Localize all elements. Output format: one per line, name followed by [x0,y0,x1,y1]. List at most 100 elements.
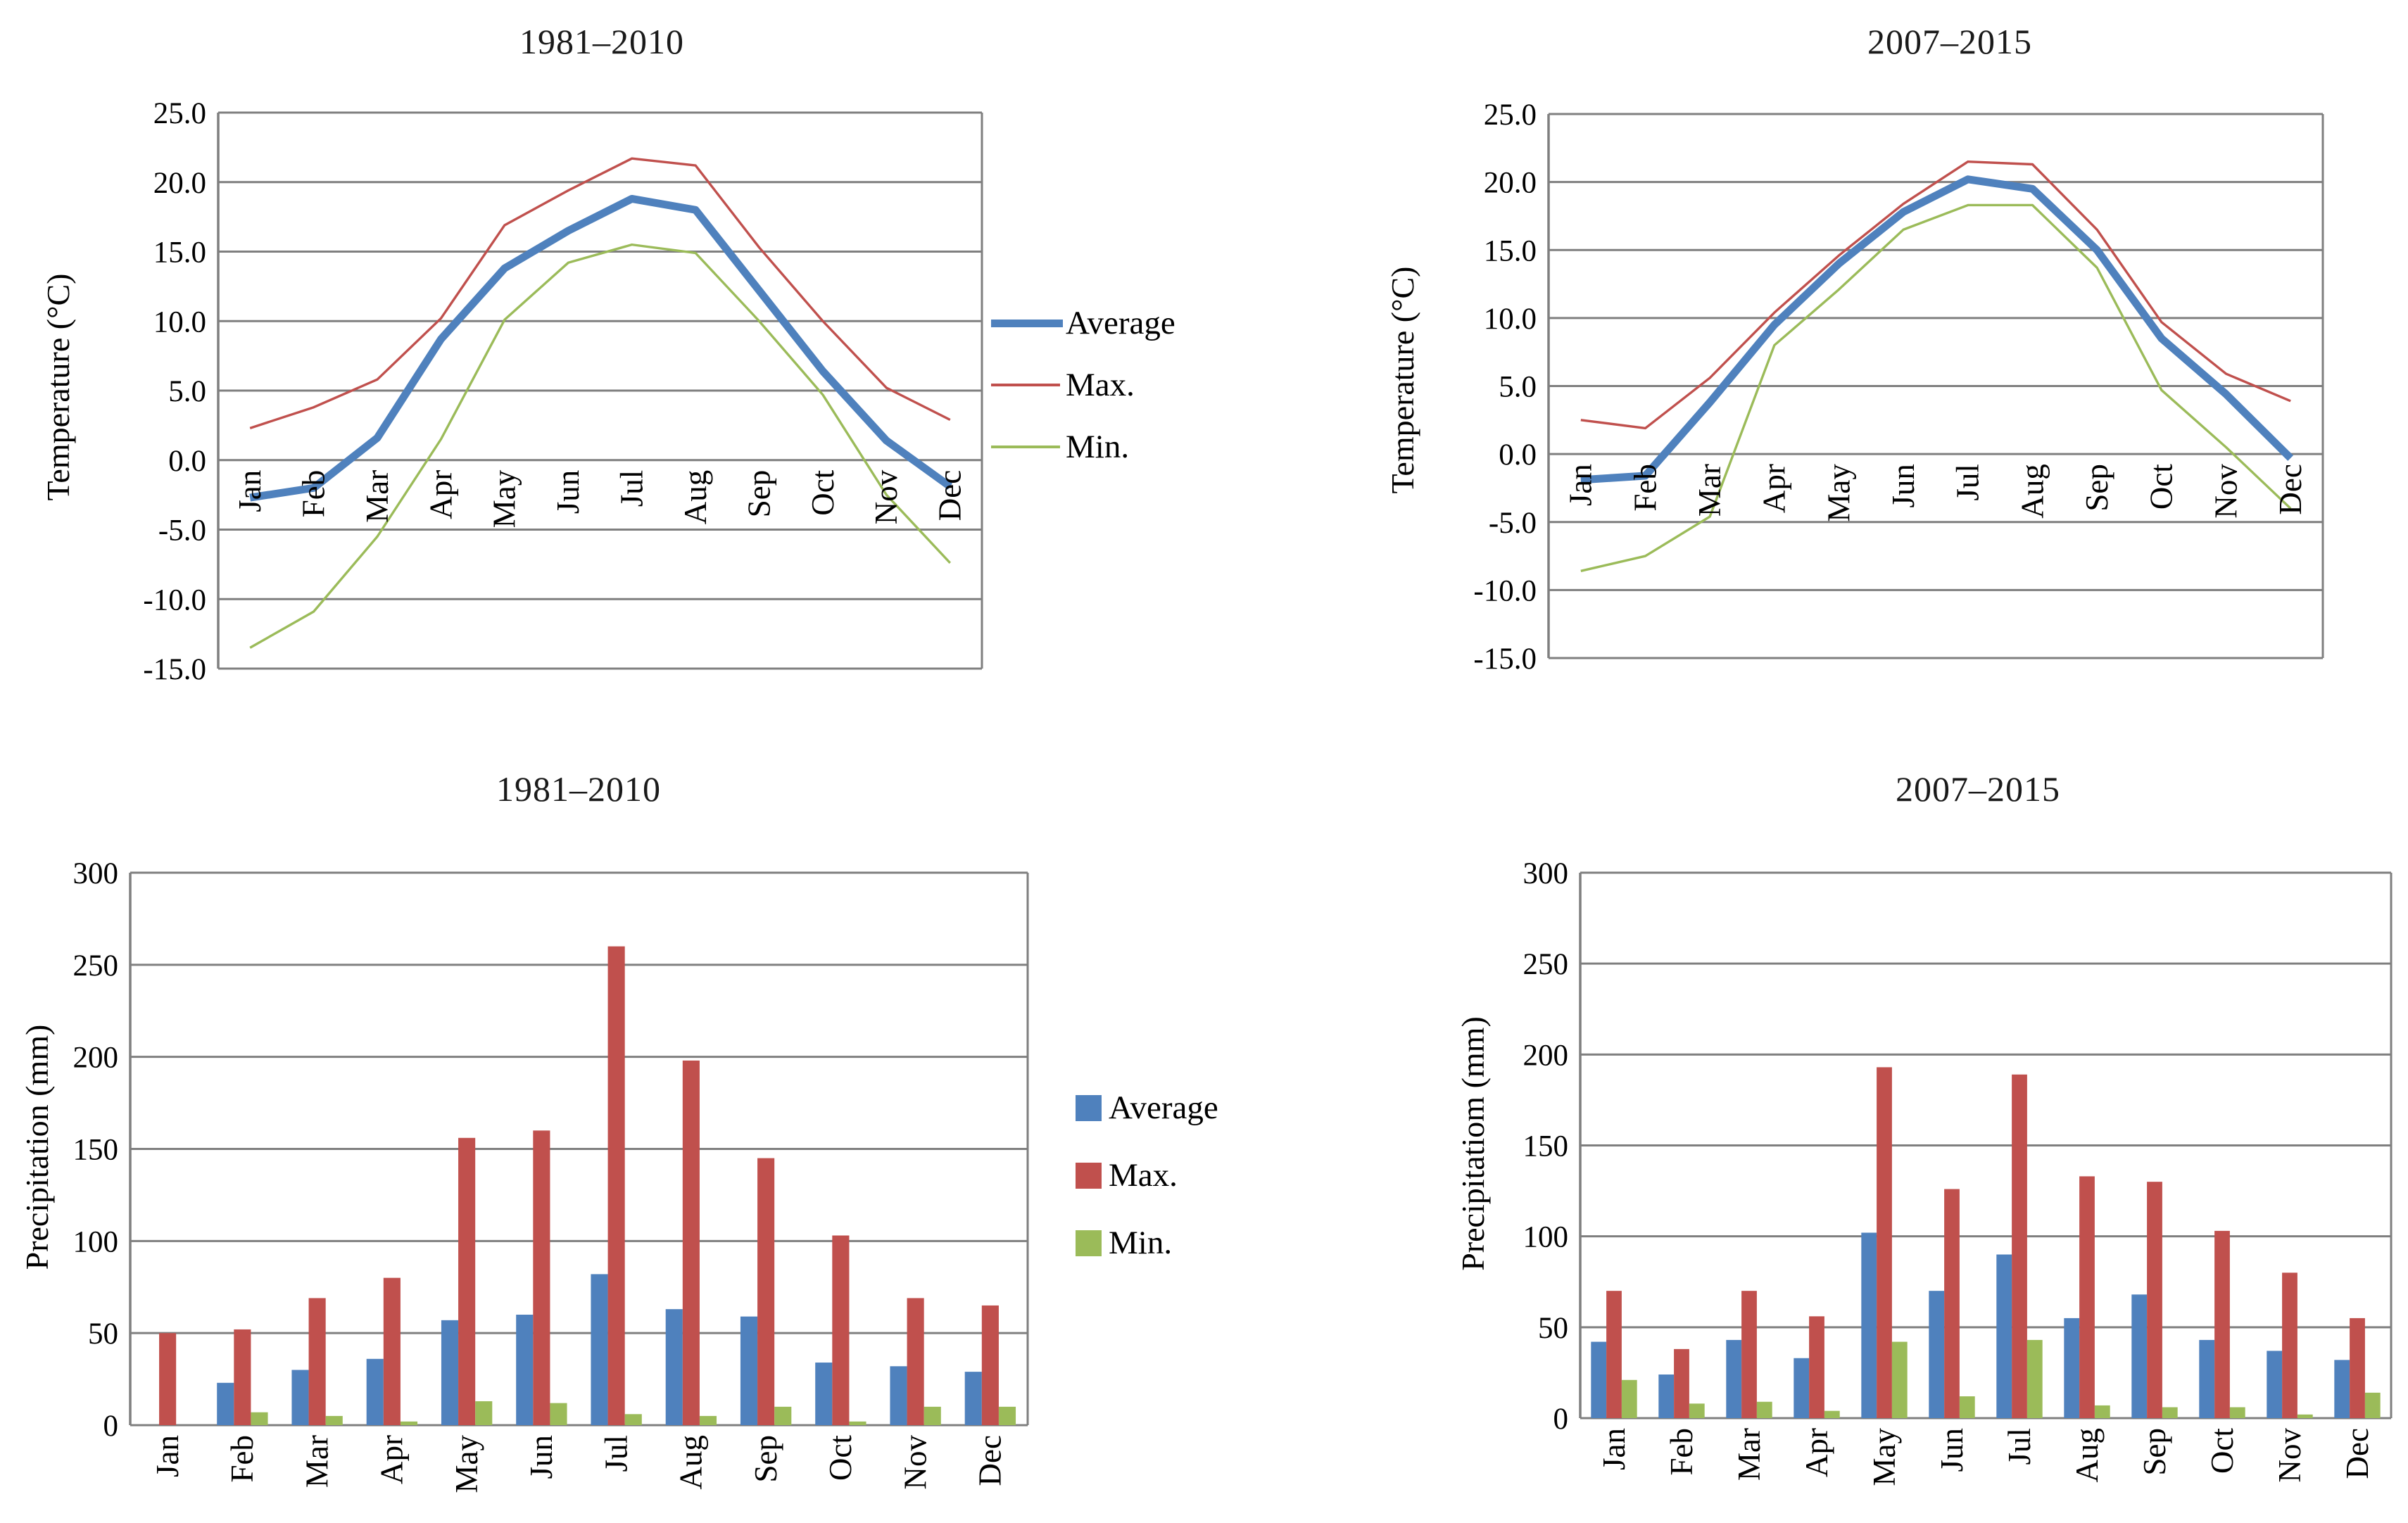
series-average [217,1274,982,1425]
legend-min-label: Min. [1066,428,1130,465]
svg-text:Oct: Oct [2205,1428,2240,1474]
svg-text:5.0: 5.0 [1499,371,1537,404]
temperature-line-chart-1981-2010: 25.0 20.0 15.0 10.0 5.0 0.0 -5.0 -10.0 -15.0 Jan F… [143,97,983,686]
svg-text:0.0: 0.0 [168,445,206,478]
svg-text:Apr: Apr [1757,464,1792,513]
svg-text:50: 50 [1538,1312,1568,1345]
series-min [1580,203,2292,572]
series-average [1580,175,2294,484]
svg-text:Jul: Jul [614,470,650,507]
svg-text:50: 50 [88,1317,118,1351]
svg-text:Mar: Mar [1732,1428,1767,1481]
svg-text:-10.0: -10.0 [1473,574,1537,607]
svg-text:May: May [487,469,522,528]
legend-item-max: Max. [991,365,1175,405]
svg-text:20.0: 20.0 [153,167,206,200]
svg-text:-15.0: -15.0 [143,653,206,686]
svg-text:Aug: Aug [2015,464,2050,519]
temperature-line-chart-2007-2015: 25.0 20.0 15.0 10.0 5.0 0.0 -5.0 -10.0 -15.0 Jan F… [1473,99,2324,676]
svg-text:100: 100 [73,1225,119,1258]
svg-text:Sep: Sep [741,470,776,518]
legend-min-square-marker [1076,1230,1102,1256]
gridlines [1579,871,2393,1420]
legend-average-label: Average [1066,304,1175,341]
category-labels: Jan Feb Mar Apr May Jun Jul Aug Sep Oct Nov Dec [232,469,968,528]
svg-text:10.0: 10.0 [1484,303,1537,336]
svg-text:Jan: Jan [150,1435,185,1477]
legend-temperature: Average Max. Min. [991,303,1175,488]
series-max [1580,160,2291,430]
chart-title-temp-2007: 2007–2015 [1867,22,2032,61]
svg-text:Nov: Nov [2272,1428,2307,1483]
category-labels: Jan Feb Mar Apr May Jun Jul Aug Sep Oct Nov Dec [150,1435,1008,1493]
precipitation-bar-chart-1981-2010: 300 250 200 150 100 50 0 Jan Feb Mar Apr May Jun Jul A… [73,857,1029,1493]
svg-text:Jan: Jan [1596,1428,1632,1470]
series-average [249,194,953,502]
svg-text:Apr: Apr [374,1435,410,1484]
chart-title-prec-2007: 2007–2015 [1896,769,2060,809]
series-min [1621,1339,2381,1418]
svg-text:Apr: Apr [423,470,458,519]
y-tick-labels: 25.0 20.0 15.0 10.0 5.0 0.0 -5.0 -10.0 -15.0 [1473,99,1537,676]
svg-text:-10.0: -10.0 [143,583,206,617]
legend-item-min: Min. [1076,1222,1218,1263]
svg-text:Jun: Jun [550,470,586,514]
svg-text:Feb: Feb [225,1435,260,1483]
svg-text:100: 100 [1523,1221,1569,1254]
svg-text:200: 200 [73,1042,119,1075]
svg-text:Jan: Jan [232,470,267,512]
gridlines [217,111,983,670]
legend-average-label: Average [1109,1089,1218,1126]
legend-min-line-marker [991,445,1060,448]
svg-text:Apr: Apr [1799,1428,1834,1477]
series-max [249,157,951,429]
chart-title-prec-1981: 1981–2010 [496,769,661,809]
svg-text:250: 250 [1523,948,1569,981]
svg-text:15.0: 15.0 [1484,234,1537,267]
y-tick-labels: 25.0 20.0 15.0 10.0 5.0 0.0 -5.0 -10.0 -15.0 [143,97,206,686]
svg-text:300: 300 [1523,857,1569,890]
chart-title-temp-1981: 1981–2010 [519,22,684,61]
svg-text:Jun: Jun [1934,1428,1969,1472]
svg-text:0: 0 [103,1410,119,1443]
series-min [251,1401,1016,1425]
svg-text:300: 300 [73,857,119,890]
svg-text:Oct: Oct [2144,464,2179,510]
svg-text:Feb: Feb [1627,464,1663,512]
svg-text:5.0: 5.0 [168,375,206,408]
svg-text:May: May [1867,1428,1902,1486]
svg-text:Aug: Aug [674,1435,709,1490]
svg-text:Nov: Nov [869,469,904,524]
legend-average-line-marker [991,319,1063,327]
legend-item-min: Min. [991,426,1175,467]
svg-text:150: 150 [1523,1130,1569,1163]
svg-text:20.0: 20.0 [1484,167,1537,200]
legend-item-average: Average [1076,1087,1218,1128]
svg-text:Mar: Mar [1692,464,1727,517]
svg-text:Nov: Nov [897,1435,933,1490]
svg-text:10.0: 10.0 [153,305,206,339]
legend-average-square-marker [1076,1094,1102,1121]
svg-text:-15.0: -15.0 [1473,643,1537,676]
legend-max-line-marker [991,384,1060,386]
svg-text:25.0: 25.0 [1484,99,1537,132]
legend-precipitation: Average Max. Min. [1076,1087,1218,1290]
svg-text:250: 250 [73,949,119,982]
precipitation-bar-chart-2007-2015: 300 250 200 150 100 50 0 Jan Feb Mar Apr May Jun Jul A… [1523,857,2393,1486]
svg-text:Nov: Nov [2208,464,2243,519]
legend-max-label: Max. [1066,366,1135,403]
category-labels: Jan Feb Mar Apr May Jun Jul Aug Sep Oct Nov Dec [1563,464,2308,522]
svg-text:-5.0: -5.0 [1489,507,1537,540]
category-labels: Jan Feb Mar Apr May Jun Jul Aug Sep Oct Nov Dec [1596,1428,2375,1486]
svg-text:Feb: Feb [1664,1428,1699,1476]
series-min [249,243,952,649]
svg-text:Dec: Dec [2340,1428,2375,1479]
svg-text:200: 200 [1523,1039,1569,1072]
gridlines [129,871,1029,1427]
svg-text:15.0: 15.0 [153,236,206,270]
legend-min-label: Min. [1109,1224,1173,1261]
svg-text:Jul: Jul [2002,1428,2037,1465]
svg-text:Dec: Dec [973,1435,1008,1486]
svg-text:-5.0: -5.0 [158,514,206,548]
svg-text:Oct: Oct [823,1435,858,1481]
